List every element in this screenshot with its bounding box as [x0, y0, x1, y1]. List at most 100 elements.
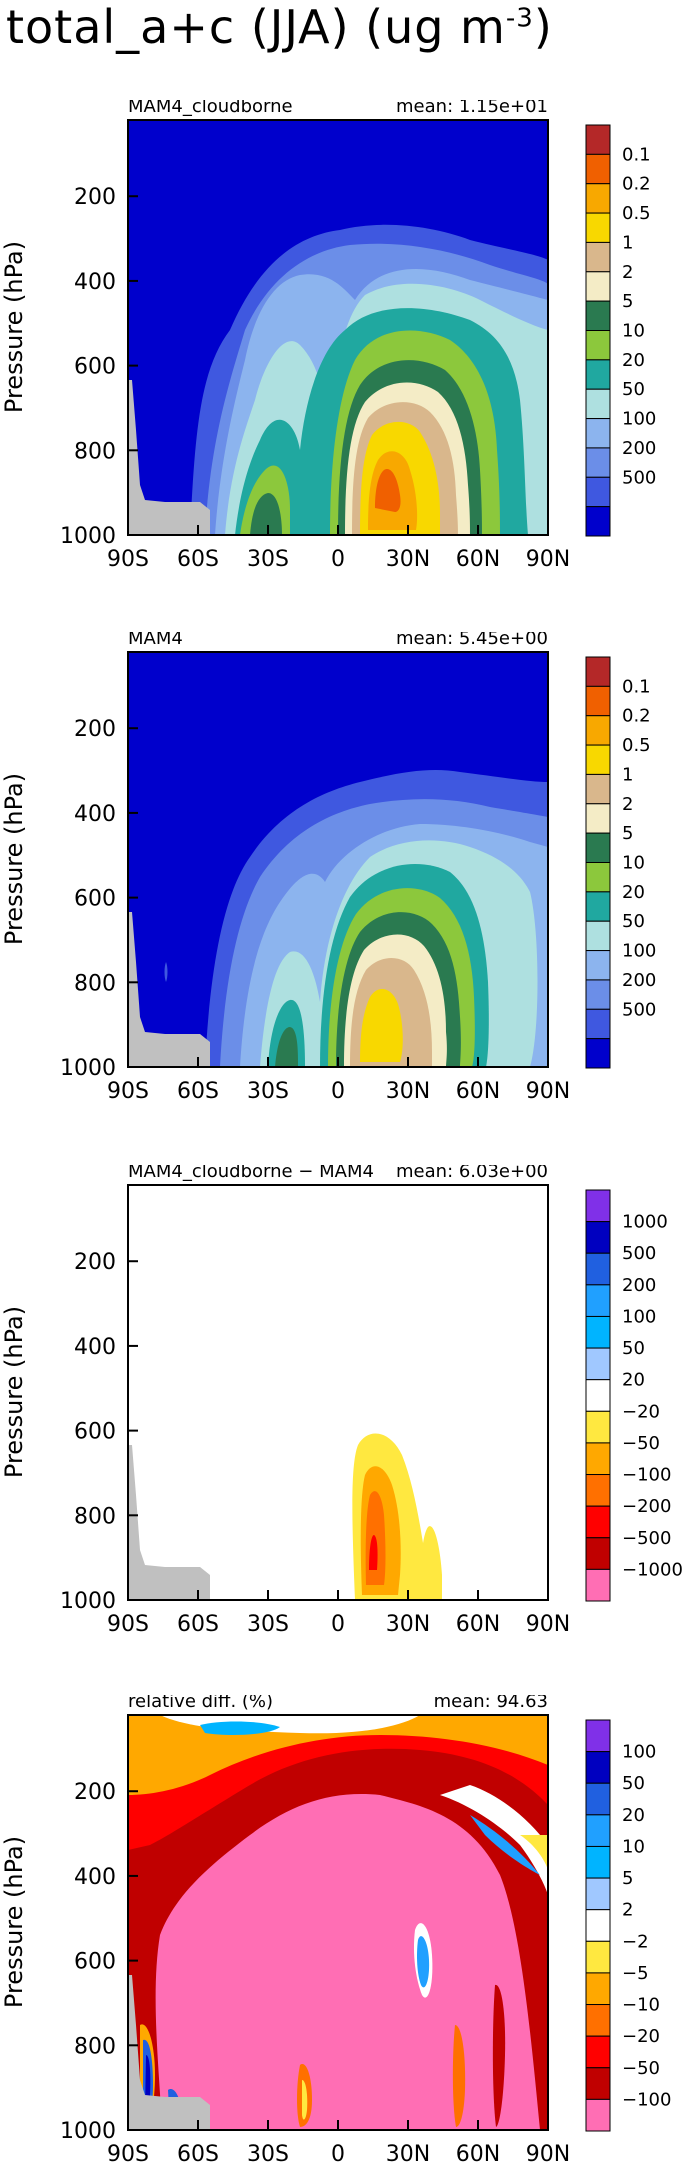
panel-3-title: MAM4_cloudborne − MAM4: [128, 1165, 374, 1182]
colorbar-swatch: [585, 1315, 611, 1349]
x-tick-label: 0: [331, 547, 345, 570]
panel-4-y-ticks: 200 400 600 800 1000: [60, 1780, 138, 2144]
chart-panel-1: MAM4_cloudborne mean: 1.15e+01 Pressure …: [0, 100, 683, 570]
colorbar-swatch: [585, 124, 611, 155]
panel-2-ylabel: Pressure (hPa): [0, 773, 28, 945]
colorbar-label: 1: [622, 764, 633, 785]
x-tick-label: 30S: [247, 2142, 289, 2167]
y-tick-label: 600: [74, 1950, 116, 1975]
panel-2-title: MAM4: [128, 632, 183, 649]
y-tick-label: 200: [74, 185, 116, 210]
x-tick-label: 0: [331, 1612, 345, 1635]
colorbar-swatch: [585, 1568, 611, 1602]
x-tick-label: 60S: [177, 547, 219, 570]
colorbar-label: 5: [622, 291, 633, 312]
colorbar-label: 200: [622, 1275, 656, 1296]
colorbar-swatch: [585, 1719, 611, 1753]
y-tick-label: 600: [74, 355, 116, 380]
panel-4-title: relative diff. (%): [128, 1695, 273, 1712]
colorbar-label: −100: [622, 2089, 671, 2110]
panel-4-x-ticks: 90S 60S 30S 0 30N 60N 90N: [107, 2120, 570, 2167]
colorbar-swatch: [585, 1008, 611, 1040]
panel-1-colorbar: 0.1 0.2 0.5 1 2 5 10 20 50 100 200 500: [585, 124, 656, 537]
colorbar-swatch: [585, 891, 611, 922]
chart-panel-3: MAM4_cloudborne − MAM4 mean: 6.03e+00 Pr…: [0, 1165, 683, 1635]
colorbar-swatch: [585, 1252, 611, 1286]
figure-title-exponent: -3: [505, 3, 534, 34]
panel-3-colorbar: 1000 500 200 100 50 20 −20 −50 −100 −200 −500 −1000: [585, 1189, 683, 1602]
colorbar-label: −2: [622, 1931, 649, 1952]
colorbar-label: 100: [622, 1742, 656, 1763]
x-tick-label: 90S: [107, 1612, 149, 1635]
colorbar-swatch: [585, 715, 611, 746]
colorbar-swatch: [585, 773, 611, 805]
colorbar-swatch: [585, 183, 611, 214]
colorbar-swatch: [585, 1410, 611, 1444]
panel-4-ylabel: Pressure (hPa): [0, 1836, 28, 2008]
chart-svg-4: relative diff. (%) mean: 94.63 Pressure …: [0, 1695, 671, 2167]
x-tick-label: 30N: [386, 2142, 430, 2167]
colorbar-label: 500: [622, 999, 656, 1020]
colorbar-swatch: [585, 1189, 611, 1223]
colorbar-label: −20: [622, 1401, 660, 1422]
x-tick-label: 90N: [526, 2142, 570, 2167]
x-tick-label: 60N: [456, 547, 500, 570]
y-tick-label: 400: [74, 270, 116, 295]
colorbar-swatch: [585, 2067, 611, 2100]
chart-panel-4: relative diff. (%) mean: 94.63 Pressure …: [0, 1695, 683, 2167]
x-tick-label: 60S: [177, 1079, 219, 1102]
colorbar-label: 200: [622, 970, 656, 991]
colorbar-label: 10: [622, 321, 645, 342]
colorbar-label: −5: [622, 1963, 649, 1984]
colorbar-swatch: [585, 241, 611, 273]
colorbar-label: 1: [622, 232, 633, 253]
y-tick-label: 800: [74, 439, 116, 464]
colorbar-swatch: [585, 2004, 611, 2037]
panel-3-mean: mean: 6.03e+00: [396, 1165, 548, 1182]
panel-4-colorbar: 100 50 20 10 5 2 −2 −5 −10 −20 −50 −100: [585, 1719, 671, 2132]
colorbar-swatch: [585, 1474, 611, 1507]
colorbar-label: 50: [622, 911, 645, 932]
contour-field-1: [128, 120, 548, 535]
colorbar-swatch: [585, 832, 611, 863]
colorbar-swatch: [585, 950, 611, 981]
colorbar-swatch: [585, 1877, 611, 1911]
colorbar-swatch: [585, 212, 611, 243]
colorbar-swatch: [585, 1284, 611, 1317]
colorbar-label: −10: [622, 1995, 660, 2016]
colorbar-label: 2: [622, 1900, 633, 1921]
x-tick-label: 30N: [386, 547, 430, 570]
y-tick-label: 800: [74, 1504, 116, 1529]
colorbar-swatch: [585, 476, 611, 508]
colorbar-swatch: [585, 1442, 611, 1476]
y-tick-label: 200: [74, 717, 116, 742]
panel-3-y-ticks: 200 400 600 800 1000: [60, 1250, 138, 1614]
x-tick-label: 90S: [107, 2142, 149, 2167]
colorbar-label: 20: [622, 882, 645, 903]
colorbar-label: −200: [622, 1496, 671, 1517]
x-tick-label: 90S: [107, 547, 149, 570]
y-tick-label: 1000: [60, 1589, 116, 1614]
y-tick-label: 1000: [60, 2119, 116, 2144]
colorbar-label: 0.1: [622, 676, 651, 697]
colorbar-swatch: [585, 506, 611, 537]
x-tick-label: 0: [331, 1079, 345, 1102]
panel-1-mean: mean: 1.15e+01: [396, 100, 548, 117]
x-tick-label: 90N: [526, 1079, 570, 1102]
colorbar-label: 20: [622, 350, 645, 371]
colorbar-label: −50: [622, 2058, 660, 2079]
x-tick-label: 30N: [386, 1612, 430, 1635]
colorbar-swatch: [585, 685, 611, 717]
panel-1-y-ticks: 200 400 600 800 1000: [60, 185, 138, 549]
panel-1-x-ticks: 90S 60S 30S 0 30N 60N 90N: [107, 525, 570, 570]
colorbar-label: 50: [622, 1338, 645, 1359]
chart-svg-1: MAM4_cloudborne mean: 1.15e+01 Pressure …: [0, 100, 656, 570]
colorbar-swatch: [585, 271, 611, 302]
y-tick-label: 1000: [60, 524, 116, 549]
colorbar-swatch: [585, 388, 611, 420]
figure-title-text: total_a+c (JJA) (ug m: [6, 0, 506, 54]
colorbar-label: −20: [622, 2026, 660, 2047]
colorbar-swatch: [585, 1379, 611, 1412]
y-tick-label: 200: [74, 1250, 116, 1275]
y-tick-label: 800: [74, 2034, 116, 2059]
